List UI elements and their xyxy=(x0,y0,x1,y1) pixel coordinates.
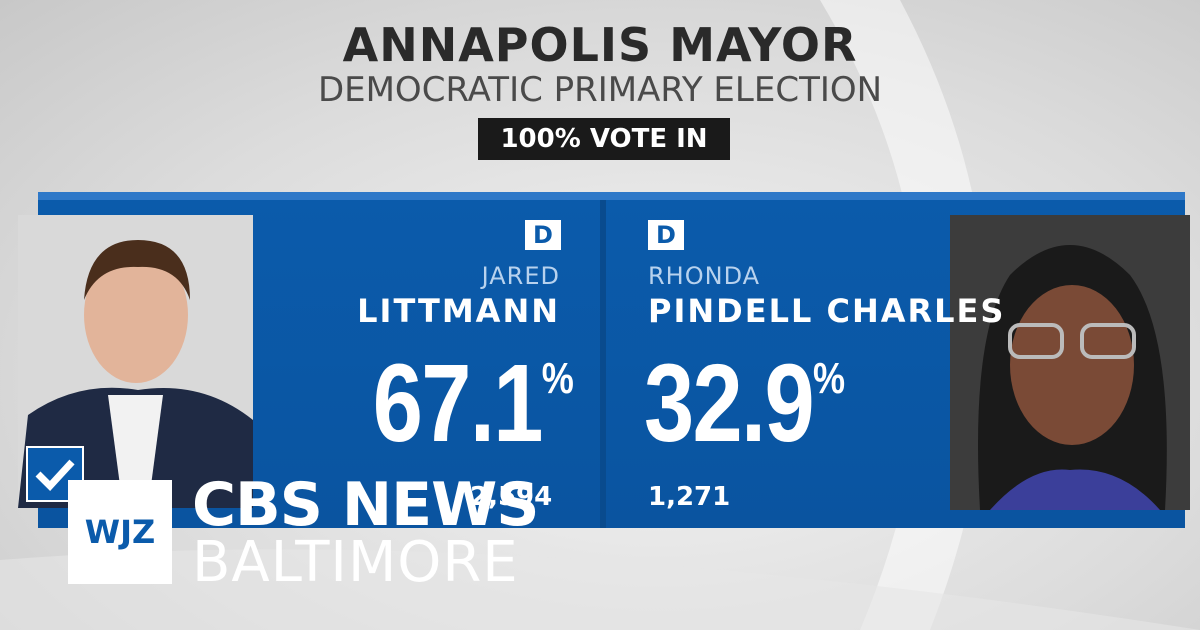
vote-count: 1,271 xyxy=(648,482,731,512)
status-badge: 100% VOTE IN xyxy=(478,118,730,160)
network-logo: CBS NEWS xyxy=(192,470,539,540)
divider xyxy=(600,200,606,528)
party-badge: D xyxy=(525,220,561,250)
vote-percent: 67.1% xyxy=(372,340,574,467)
percent-sign: % xyxy=(812,354,845,403)
percent-value: 67.1 xyxy=(372,342,544,465)
last-name: PINDELL CHARLES xyxy=(648,292,1006,330)
party-badge: D xyxy=(648,220,684,250)
first-name: JARED xyxy=(481,262,560,290)
title: ANNAPOLIS MAYOR xyxy=(342,18,858,72)
candidate-photo xyxy=(950,215,1190,510)
vote-count: 2,594 xyxy=(470,482,553,512)
percent-sign: % xyxy=(541,354,574,403)
percent-value: 32.9 xyxy=(644,342,815,465)
last-name: LITTMANN xyxy=(357,292,560,330)
subtitle: DEMOCRATIC PRIMARY ELECTION xyxy=(317,70,883,110)
vote-percent: 32.9% xyxy=(644,340,845,467)
station-logo: WJZ xyxy=(68,480,172,584)
first-name: RHONDA xyxy=(648,262,761,290)
city-logo: BALTIMORE xyxy=(192,530,519,595)
candidate-photo xyxy=(18,215,253,508)
check-icon xyxy=(35,459,75,492)
